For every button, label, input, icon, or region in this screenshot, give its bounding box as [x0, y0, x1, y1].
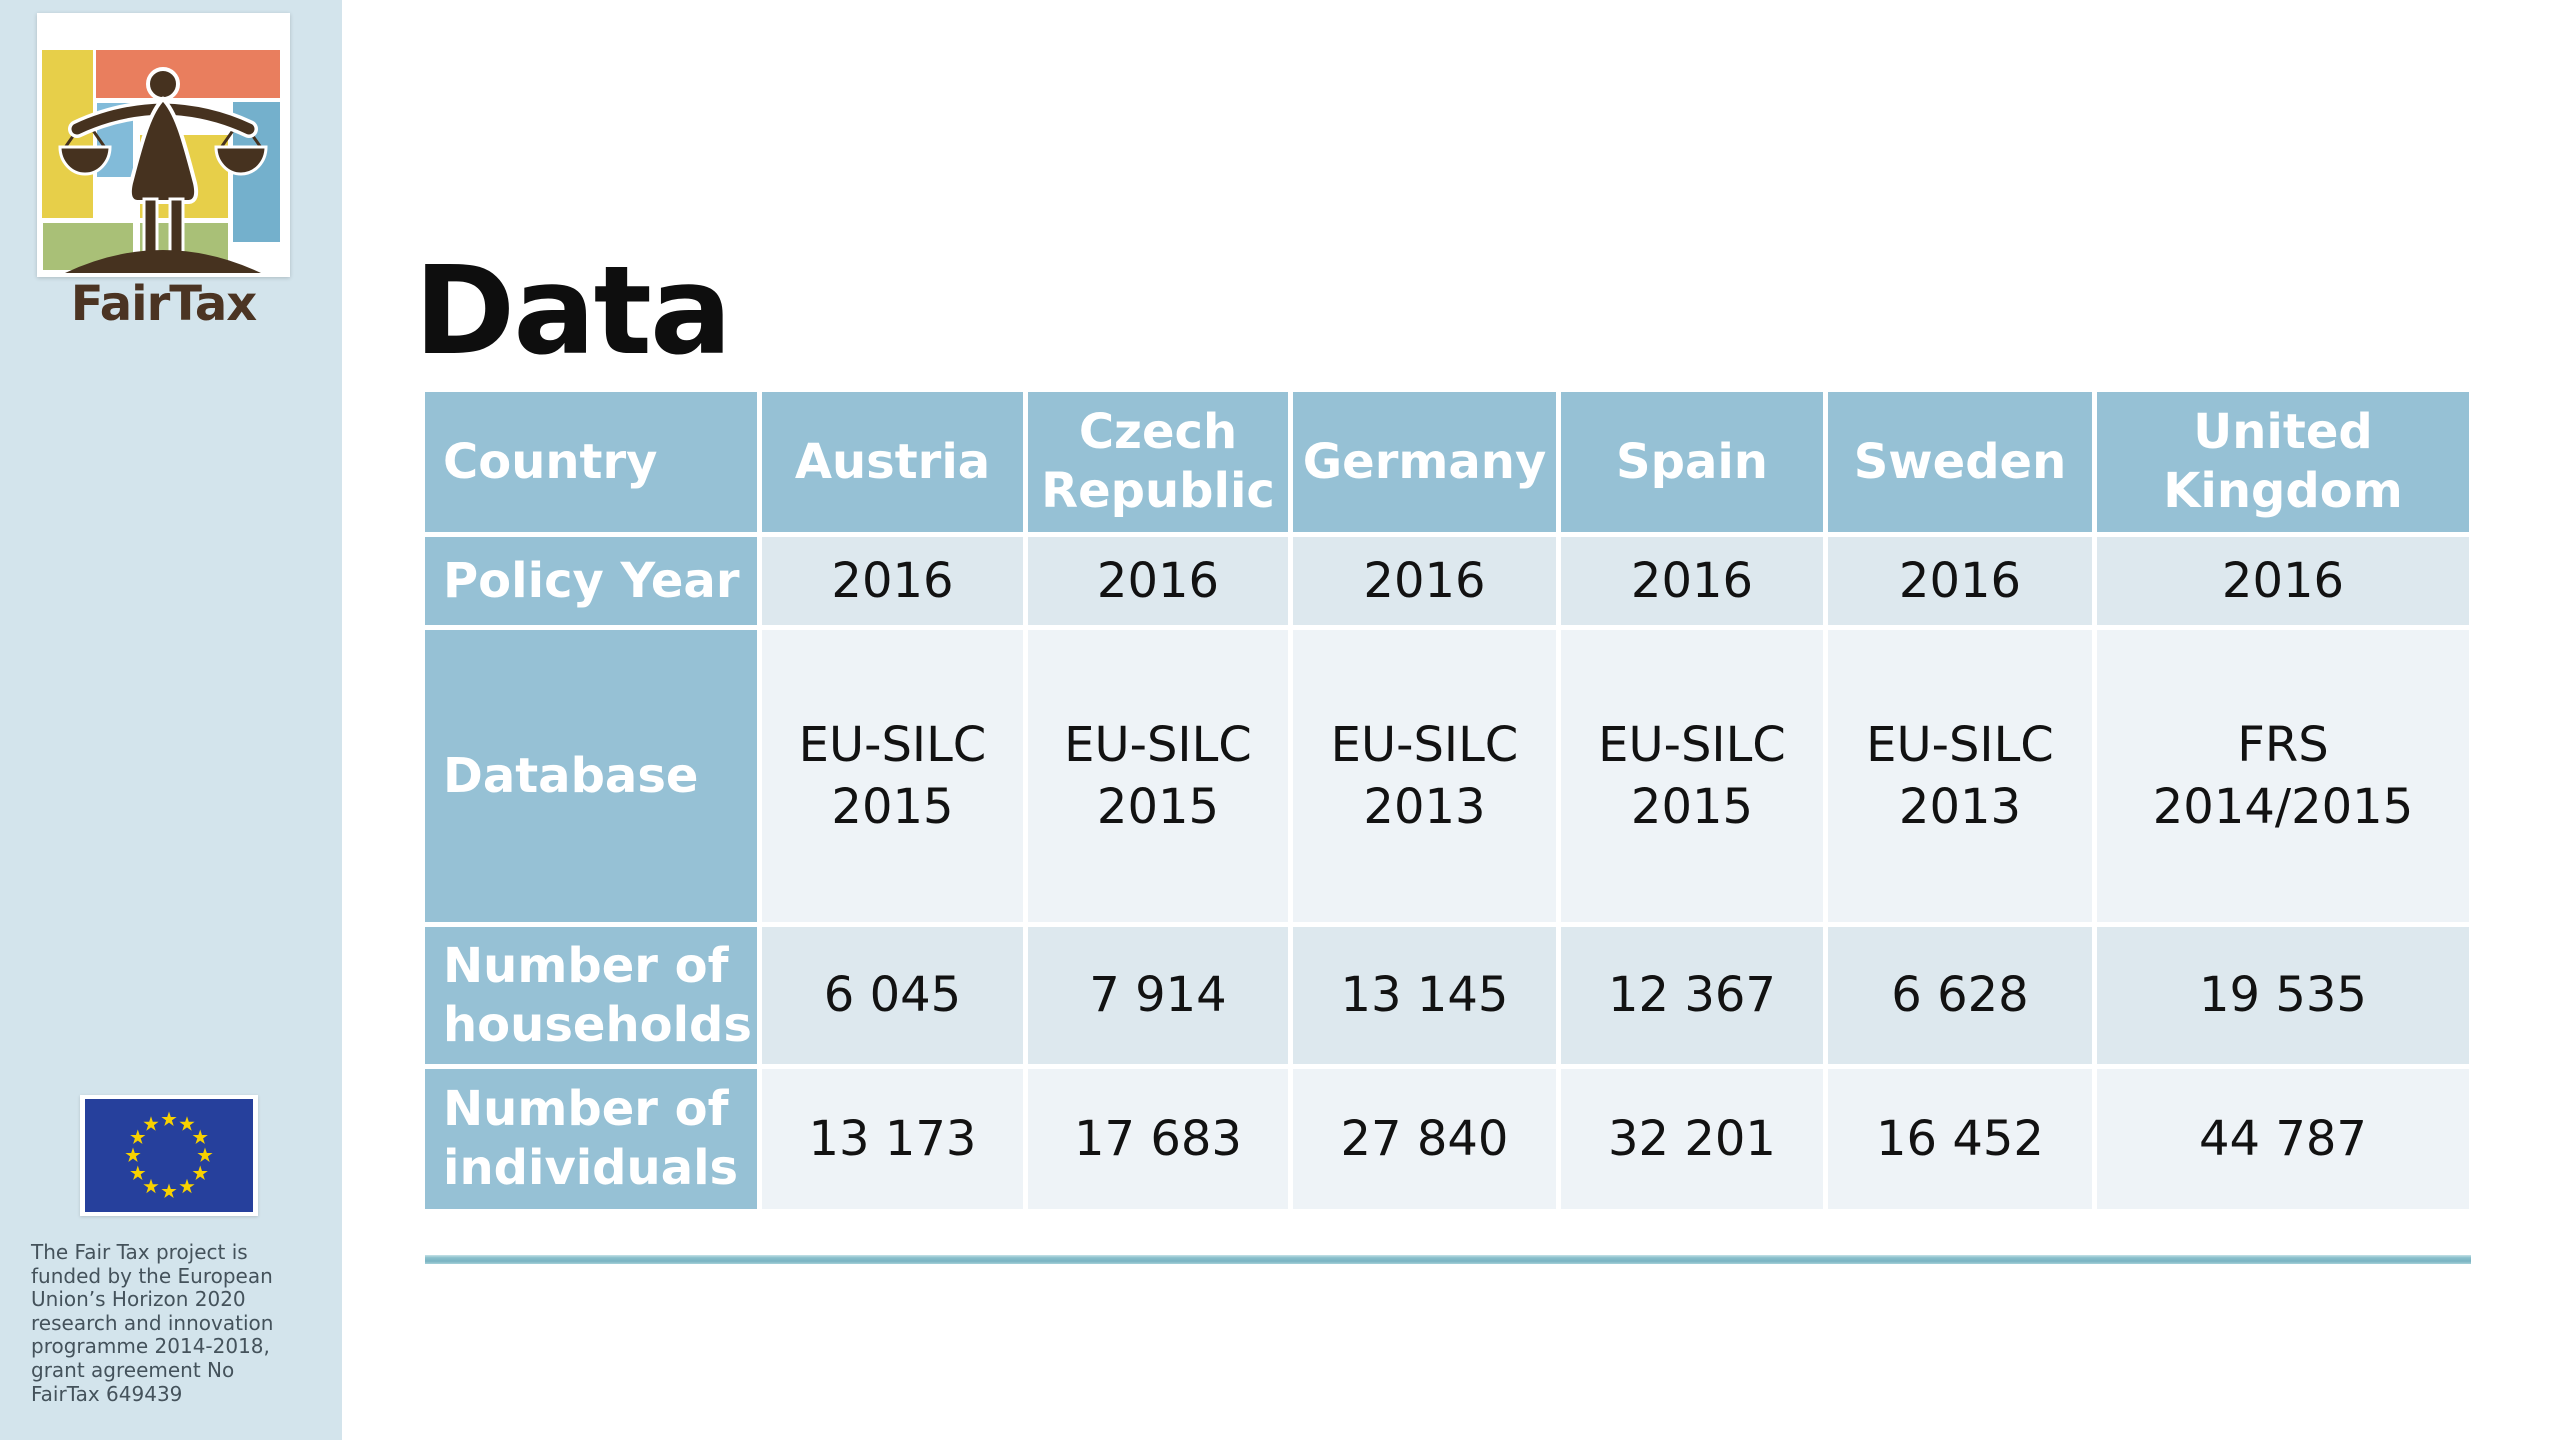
- fairtax-logo: [37, 13, 290, 277]
- table-cell: 17 683: [1028, 1069, 1288, 1209]
- column-header-germany: Germany: [1293, 392, 1556, 532]
- column-header-austria: Austria: [762, 392, 1023, 532]
- table-cell: EU-SILC 2015: [762, 630, 1023, 922]
- table-cell: 13 145: [1293, 927, 1556, 1064]
- divider-line: [425, 1255, 2471, 1264]
- table-cell: EU-SILC 2013: [1828, 630, 2092, 922]
- data-table: Country Austria Czech Republic Germany S…: [425, 392, 2469, 1209]
- column-header-country: Country: [425, 392, 757, 532]
- table-cell: 19 535: [2097, 927, 2469, 1064]
- eu-flag-icon: [80, 1095, 258, 1216]
- table-cell: 2016: [1028, 537, 1288, 625]
- table-cell: 44 787: [2097, 1069, 2469, 1209]
- table-cell: EU-SILC 2015: [1561, 630, 1823, 922]
- table-cell: 7 914: [1028, 927, 1288, 1064]
- fairtax-scales-figure-icon: [42, 50, 280, 273]
- funding-note: The Fair Tax project is funded by the Eu…: [31, 1240, 274, 1406]
- table-cell: 13 173: [762, 1069, 1023, 1209]
- fairtax-wordmark: FairTax: [70, 276, 257, 332]
- table-cell: 6 628: [1828, 927, 2092, 1064]
- table-cell: 27 840: [1293, 1069, 1556, 1209]
- table-cell: 16 452: [1828, 1069, 2092, 1209]
- page-title: Data: [414, 239, 732, 382]
- column-header-czech-republic: Czech Republic: [1028, 392, 1288, 532]
- table-cell: FRS 2014/2015: [2097, 630, 2469, 922]
- table-cell: 2016: [1293, 537, 1556, 625]
- sidebar: FairTax The Fai: [0, 0, 342, 1440]
- table-cell: 2016: [2097, 537, 2469, 625]
- row-label-number-of-households: Number of households: [425, 927, 757, 1064]
- table-cell: 2016: [1561, 537, 1823, 625]
- table-cell: 32 201: [1561, 1069, 1823, 1209]
- column-header-spain: Spain: [1561, 392, 1823, 532]
- column-header-united-kingdom: United Kingdom: [2097, 392, 2469, 532]
- row-label-policy-year: Policy Year: [425, 537, 757, 625]
- table-cell: 12 367: [1561, 927, 1823, 1064]
- column-header-sweden: Sweden: [1828, 392, 2092, 532]
- table-cell: EU-SILC 2013: [1293, 630, 1556, 922]
- row-label-number-of-individuals: Number of individuals: [425, 1069, 757, 1209]
- row-label-database: Database: [425, 630, 757, 922]
- table-cell: 6 045: [762, 927, 1023, 1064]
- table-cell: 2016: [762, 537, 1023, 625]
- table-cell: EU-SILC 2015: [1028, 630, 1288, 922]
- table-cell: 2016: [1828, 537, 2092, 625]
